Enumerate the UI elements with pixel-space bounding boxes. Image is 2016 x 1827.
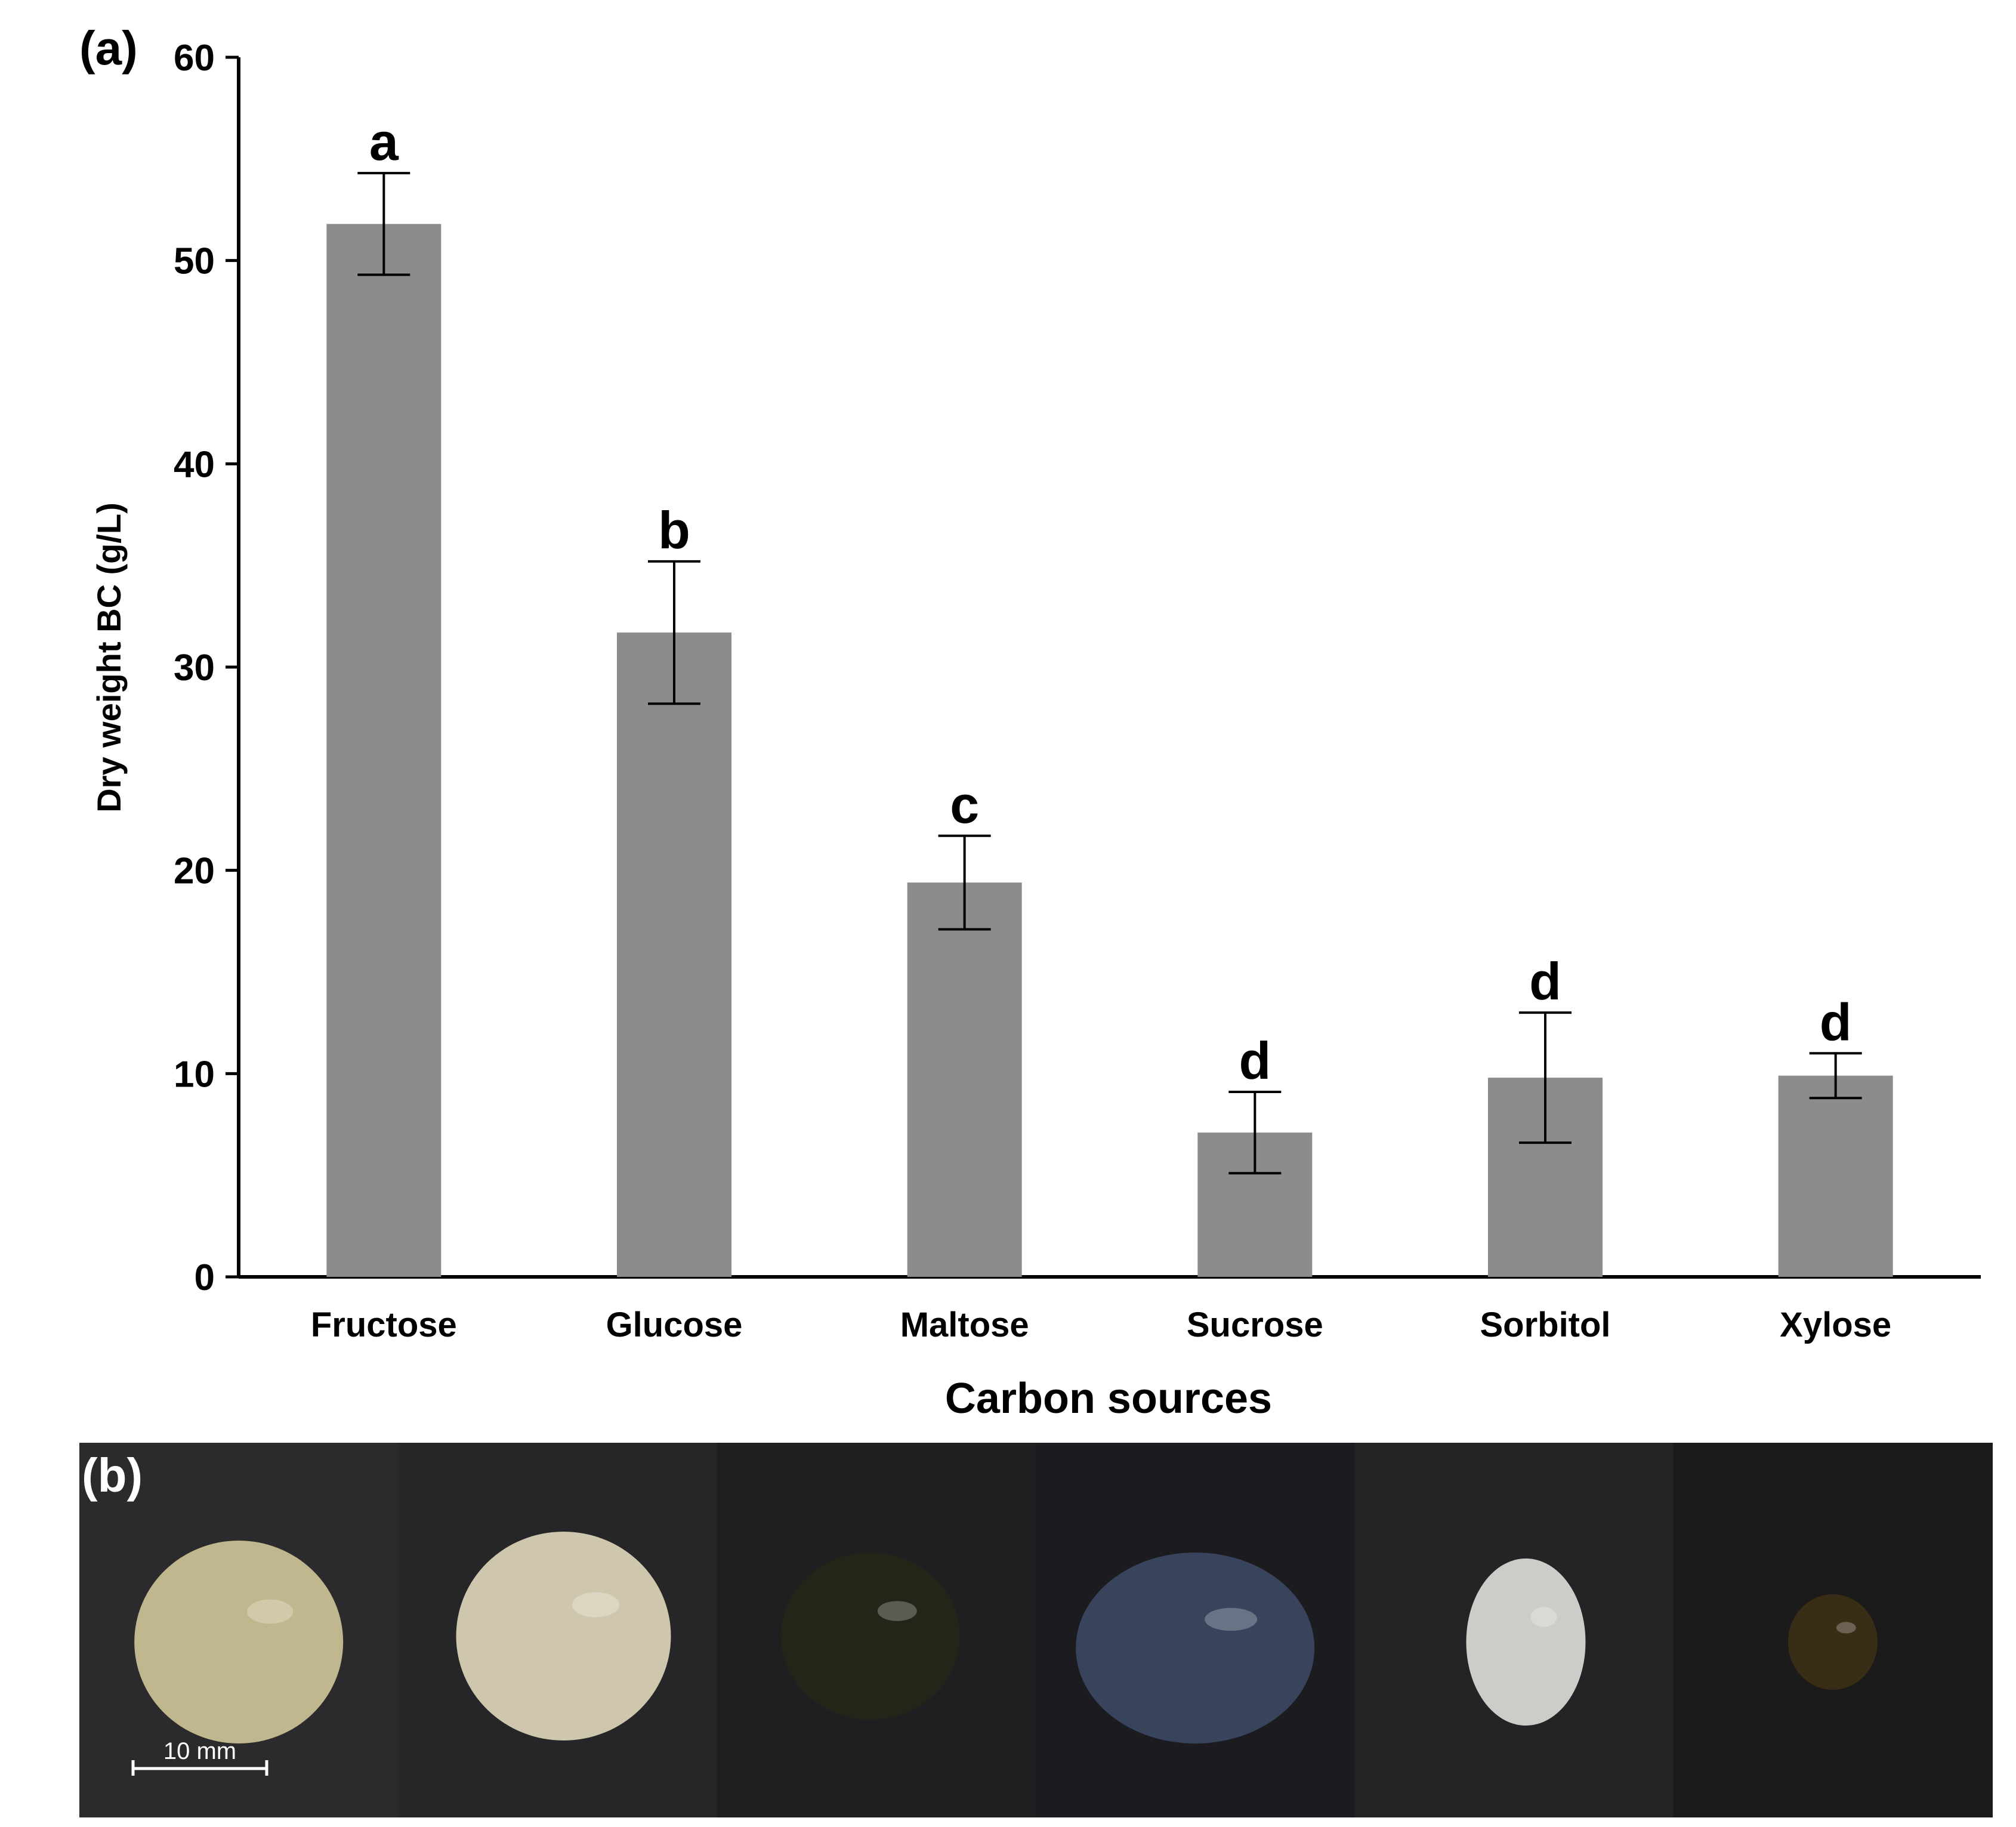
pellicle-highlight [572,1592,620,1618]
bc-pellicle [134,1541,344,1743]
pellicle-highlight [1836,1622,1856,1634]
panel-label-a: (a) [79,21,138,75]
panel-label-b: (b) [82,1449,143,1502]
pellicle-highlight [247,1599,294,1624]
bar [907,882,1022,1277]
significance-letter: d [1239,1031,1271,1090]
bar [1778,1075,1893,1277]
y-axis-title: Dry weight BC (g/L) [90,502,128,813]
y-tick-label: 20 [174,851,215,892]
significance-letter: c [950,775,979,834]
bc-pellicle [780,1553,960,1720]
significance-letter: a [369,112,399,171]
significance-letters: a b c d d d [369,112,1852,1090]
x-tick-label: Glucose [606,1306,743,1344]
significance-letter: d [1529,952,1561,1011]
x-tick-label: Xylose [1780,1306,1891,1344]
bar [326,224,442,1277]
significance-letter: b [658,501,690,560]
scale-bar-label: 10 mm [163,1738,236,1764]
bc-pellicle [1466,1558,1586,1726]
category-labels: Fructose Glucose Maltose Sucrose Sorbitol Xyl… [311,1306,1891,1344]
y-tick-label: 50 [174,241,215,282]
scale-bar: 10 mm [131,1738,268,1776]
error-bars [357,172,1862,1175]
y-tick-label: 40 [174,444,215,485]
y-tick-label: 10 [174,1054,215,1095]
photo-tiles [79,1443,1993,1817]
bc-pellicle [1076,1553,1315,1743]
y-tick-label: 0 [195,1257,215,1298]
bc-pellicle [1787,1594,1878,1690]
bars [326,224,1893,1277]
y-axis: 0 10 20 30 40 50 60 [174,38,240,1298]
photo-strip-panel: 10 mm (b) [79,1443,1993,1817]
pellicle-highlight [1530,1607,1557,1627]
bc-pellicle [456,1532,671,1740]
bar-chart-panel: (a) 0 10 20 30 40 50 60 a b c d d d Fructose Glucose… [79,21,1981,1422]
bar [617,632,731,1277]
x-tick-label: Maltose [900,1306,1029,1344]
pellicle-highlight [1205,1607,1258,1631]
y-tick-label: 30 [174,647,215,689]
x-tick-label: Fructose [311,1306,457,1344]
pellicle-highlight [877,1601,917,1621]
x-tick-label: Sorbitol [1480,1306,1610,1344]
x-axis-title: Carbon sources [945,1375,1272,1422]
x-tick-label: Sucrose [1187,1306,1323,1344]
significance-letter: d [1820,992,1852,1051]
y-tick-label: 60 [174,38,215,79]
